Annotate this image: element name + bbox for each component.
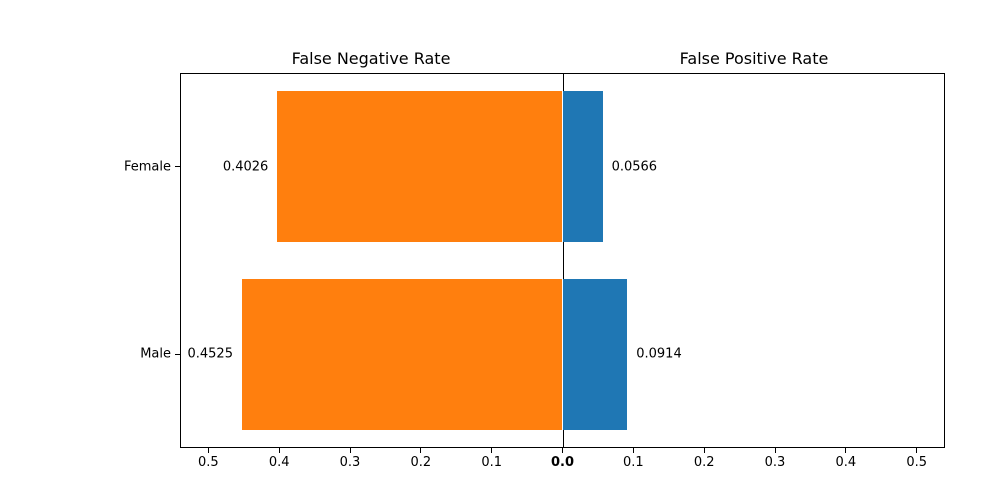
fpr-value-label-male: 0.0914 [636, 346, 682, 362]
y-tick-mark [175, 166, 180, 168]
x-tick-mark [207, 448, 209, 453]
zero-axis-line [563, 74, 564, 447]
x-tick-mark [774, 448, 776, 453]
x-tick-mark [632, 448, 634, 453]
x-tick-label: 0.2 [410, 455, 432, 470]
x-tick-label: 0.3 [764, 455, 786, 470]
x-tick-mark [349, 448, 351, 453]
y-tick-mark [175, 353, 180, 355]
x-tick-label: 0.5 [906, 455, 927, 470]
fnr-bar-female [277, 91, 563, 243]
x-tick-label: 0.2 [693, 455, 715, 470]
x-tick-mark [845, 448, 847, 453]
fpr-bar-female [562, 91, 603, 243]
x-tick-mark [562, 448, 563, 453]
x-tick-label: 0.5 [197, 455, 219, 470]
x-tick-mark [278, 448, 280, 453]
x-tick-label: 0.0 [550, 455, 575, 470]
fpr-bar-male [562, 278, 628, 430]
fnr-value-label-female: 0.4026 [222, 159, 269, 175]
y-axis-label-male: Male [140, 346, 171, 362]
x-tick-mark [703, 448, 705, 453]
x-tick-label: 0.1 [481, 455, 502, 470]
x-tick-mark [916, 448, 918, 453]
left-subplot-title: False Negative Rate [291, 49, 451, 68]
fnr-value-label-male: 0.4525 [187, 346, 233, 362]
y-axis-label-female: Female [123, 159, 171, 175]
fnr-bar-male [241, 278, 563, 430]
x-tick-label: 0.1 [622, 455, 644, 470]
x-tick-mark [420, 448, 422, 453]
x-tick-label: 0.4 [268, 455, 290, 470]
x-tick-mark [491, 448, 493, 453]
x-tick-label: 0.3 [339, 455, 361, 470]
fpr-value-label-female: 0.0566 [611, 159, 658, 175]
right-subplot-title: False Positive Rate [679, 49, 829, 68]
x-tick-label: 0.4 [835, 455, 857, 470]
